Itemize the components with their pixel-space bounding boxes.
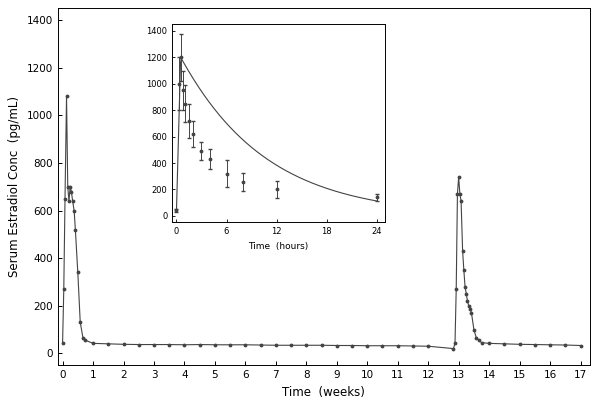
Y-axis label: Serum Estradiol Conc  (pg/mL): Serum Estradiol Conc (pg/mL): [8, 96, 22, 277]
X-axis label: Time  (weeks): Time (weeks): [282, 386, 365, 399]
